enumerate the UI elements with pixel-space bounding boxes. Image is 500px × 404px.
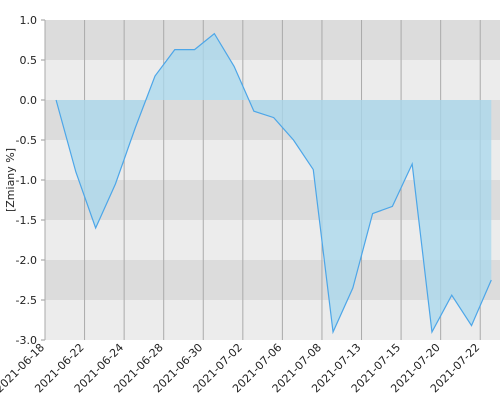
y-tick-label: -1.5 <box>16 214 37 227</box>
y-tick-label: 1.0 <box>20 14 38 27</box>
y-tick-label: -0.5 <box>16 134 37 147</box>
y-tick-label: 0.5 <box>20 54 38 67</box>
background-band <box>45 300 500 340</box>
background-band <box>45 20 500 60</box>
y-tick-label: -2.0 <box>16 254 37 267</box>
y-tick-label: -3.0 <box>16 334 37 347</box>
line <box>55 32 492 335</box>
y-tick-label: 0.0 <box>20 94 38 107</box>
y-axis-label: [Zmiany %] <box>4 148 17 212</box>
background-band <box>45 60 500 100</box>
y-tick-label: -1.0 <box>16 174 37 187</box>
area <box>56 33 492 332</box>
y-tick-label: -2.5 <box>16 294 37 307</box>
